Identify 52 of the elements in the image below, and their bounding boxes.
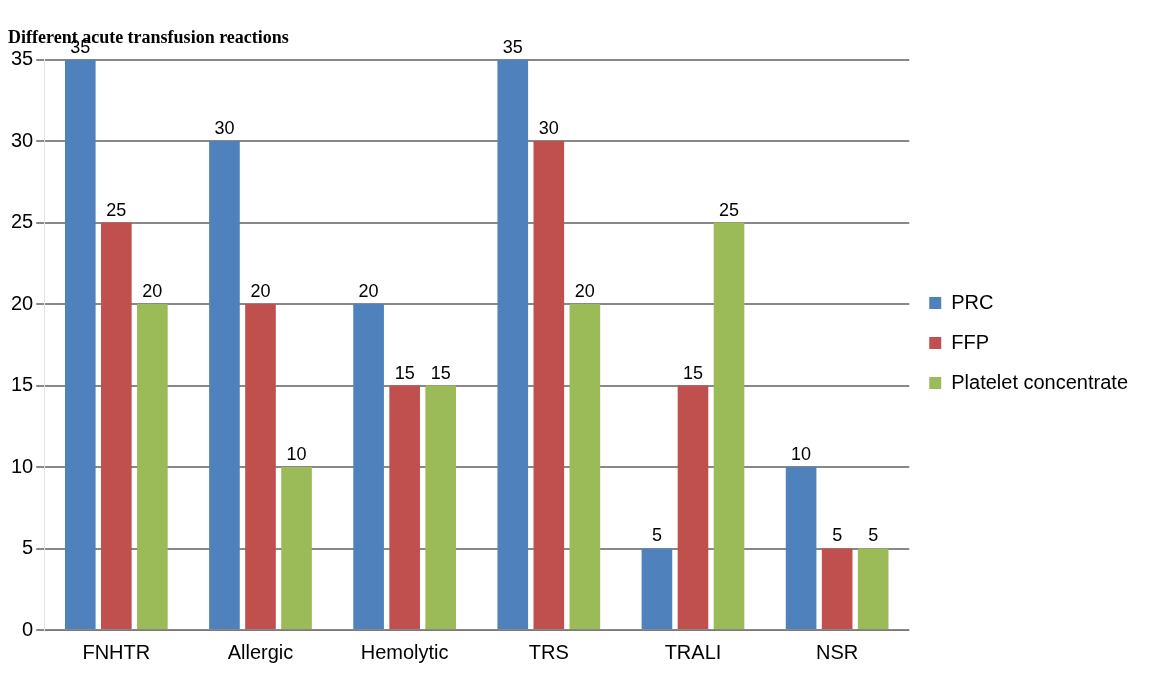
x-tick-label: NSR bbox=[816, 640, 859, 663]
bar bbox=[353, 304, 384, 629]
y-tick-label: 25 bbox=[11, 210, 34, 233]
data-label: 5 bbox=[651, 525, 662, 546]
y-tick-label: 20 bbox=[11, 291, 34, 314]
y-tick-label: 0 bbox=[22, 617, 34, 640]
data-label: 30 bbox=[214, 118, 235, 139]
bar bbox=[137, 304, 168, 629]
y-tick-label: 35 bbox=[11, 47, 34, 70]
data-label: 30 bbox=[538, 118, 559, 139]
bar bbox=[569, 304, 601, 629]
data-label: 5 bbox=[868, 525, 879, 546]
bar bbox=[245, 304, 276, 629]
y-tick-label: 30 bbox=[11, 128, 34, 151]
y-tick-label: 15 bbox=[11, 373, 34, 396]
bar bbox=[533, 141, 565, 629]
bar bbox=[497, 59, 529, 629]
bar bbox=[641, 548, 673, 629]
legend-label: Platelet concentrate bbox=[951, 370, 1128, 393]
data-label: 25 bbox=[106, 199, 127, 220]
x-tick-label: Hemolytic bbox=[360, 640, 449, 663]
data-label: 15 bbox=[394, 362, 415, 383]
data-label: 15 bbox=[682, 362, 703, 383]
data-label: 20 bbox=[142, 281, 163, 302]
data-label: 20 bbox=[574, 281, 595, 302]
bar bbox=[425, 385, 457, 629]
data-label: 10 bbox=[286, 444, 307, 464]
bar bbox=[713, 222, 745, 629]
legend-label: FFP bbox=[951, 330, 989, 353]
data-label: 20 bbox=[358, 281, 379, 302]
bar bbox=[64, 59, 96, 629]
bar bbox=[857, 548, 889, 629]
x-tick-label: TRALI bbox=[664, 640, 722, 663]
bar bbox=[821, 548, 853, 629]
data-label: 15 bbox=[430, 362, 451, 383]
bar bbox=[677, 385, 709, 629]
bar bbox=[101, 222, 132, 629]
legend-label: PRC bbox=[951, 290, 994, 313]
bar bbox=[209, 141, 240, 629]
bar bbox=[389, 385, 420, 629]
data-label: 35 bbox=[502, 36, 523, 57]
bar bbox=[785, 467, 817, 629]
bar bbox=[281, 467, 312, 629]
data-label: 5 bbox=[832, 525, 843, 546]
x-tick-label: FNHTR bbox=[82, 640, 151, 663]
x-tick-label: TRS bbox=[528, 640, 569, 663]
data-label: 10 bbox=[791, 444, 812, 464]
x-tick-label: Allergic bbox=[227, 640, 294, 663]
y-tick-label: 5 bbox=[22, 536, 34, 559]
data-label: 25 bbox=[719, 199, 740, 220]
y-tick-label: 10 bbox=[11, 454, 34, 477]
data-label: 20 bbox=[250, 281, 271, 302]
